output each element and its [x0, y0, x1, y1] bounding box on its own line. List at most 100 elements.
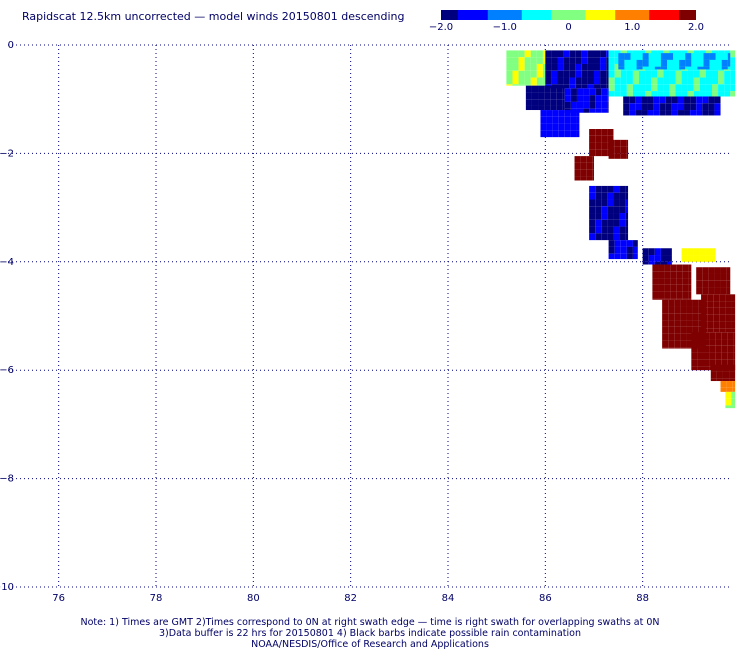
heatmap-cell	[583, 108, 590, 113]
heatmap-cell	[623, 103, 630, 111]
heatmap-cell	[675, 70, 682, 78]
colorbar-segment	[475, 10, 480, 20]
heatmap-cell	[606, 50, 609, 58]
heatmap-cell	[648, 248, 655, 256]
heatmap-cell	[608, 50, 615, 58]
heatmap-cell	[592, 156, 594, 163]
heatmap-cell	[595, 233, 602, 241]
heatmap-cell	[608, 63, 615, 71]
heatmap-cell	[731, 294, 736, 302]
heatmap-cell	[601, 135, 608, 143]
heatmap-cells	[506, 50, 736, 409]
heatmap-cell	[708, 280, 715, 288]
heatmap-cell	[525, 92, 532, 100]
heatmap-cell	[564, 110, 571, 117]
heatmap-cell	[663, 91, 670, 97]
heatmap-cell	[733, 345, 736, 353]
heatmap-cell	[720, 287, 727, 295]
heatmap-cell	[707, 294, 714, 302]
heatmap-cell	[608, 91, 615, 97]
heatmap-cell	[727, 59, 731, 67]
heatmap-cell	[551, 77, 558, 85]
heatmap-cell	[665, 96, 672, 104]
heatmap-cell	[709, 66, 716, 70]
heatmap-cell	[608, 246, 615, 254]
heatmap-cell	[536, 70, 543, 78]
heatmap-cell	[664, 264, 671, 272]
heatmap-cell	[708, 274, 715, 281]
heatmap-cell	[594, 50, 601, 58]
heatmap-cell	[614, 50, 621, 58]
heatmap-cell	[524, 70, 531, 78]
heatmap-cell	[702, 274, 709, 281]
heatmap-cell	[581, 77, 588, 85]
heatmap-cell	[624, 66, 631, 70]
heatmap-cell	[531, 92, 539, 100]
x-tick-label: 88	[636, 593, 649, 604]
heatmap-cell	[652, 284, 659, 292]
heatmap-cell	[703, 59, 710, 67]
heatmap-cell	[550, 99, 557, 106]
heatmap-cell	[551, 70, 558, 78]
heatmap-cell	[556, 105, 563, 111]
heatmap-cell	[727, 339, 734, 346]
heatmap-cell	[620, 70, 627, 78]
heatmap-cell	[635, 96, 642, 104]
heatmap-cell	[525, 85, 532, 93]
heatmap-cell	[709, 359, 716, 367]
x-tick-label: 78	[150, 593, 163, 604]
heatmap-cell	[575, 70, 582, 78]
heatmap-cell	[581, 70, 588, 78]
heatmap-cell	[674, 340, 681, 348]
heatmap-cell	[524, 84, 531, 86]
heatmap-cell	[552, 123, 559, 131]
colorbar-tick-label: 1.0	[624, 22, 641, 33]
heatmap-cell	[580, 162, 587, 170]
heatmap-cell	[722, 364, 730, 372]
heatmap-cell	[601, 185, 608, 193]
heatmap-cell	[512, 57, 519, 64]
heatmap-cell	[576, 95, 584, 102]
heatmap-cell	[642, 59, 649, 67]
heatmap-cell	[506, 50, 513, 58]
heatmap-cell	[557, 77, 564, 85]
heatmap-cell	[538, 85, 545, 93]
heatmap-cell	[601, 101, 608, 109]
heatmap-cell	[540, 110, 547, 117]
colorbar-tick-label: −2.0	[428, 22, 454, 33]
heatmap-cell	[625, 185, 629, 193]
y-tick-label: 0	[8, 40, 14, 51]
colorbar-segment	[645, 10, 650, 20]
heatmap-cell	[657, 70, 664, 78]
heatmap-cell	[721, 332, 728, 340]
heatmap-cell	[696, 280, 703, 288]
heatmap-cell	[570, 116, 577, 124]
heatmap-cell	[714, 287, 721, 295]
heatmap-cell	[580, 156, 587, 163]
heatmap-cell	[708, 110, 715, 116]
y-tick-label: −8	[0, 474, 14, 485]
colorbar-segment	[577, 10, 582, 20]
heatmap-cell	[654, 261, 661, 265]
heatmap-cell	[731, 328, 736, 333]
heatmap-cell	[715, 66, 722, 70]
heatmap-cell	[681, 77, 688, 85]
heatmap-cell	[600, 50, 607, 58]
heatmap-cell	[531, 105, 539, 111]
heatmap-cell	[613, 199, 620, 207]
heatmap-cell	[674, 326, 681, 334]
colorbar-segment	[679, 10, 684, 20]
heatmap-cell	[595, 199, 602, 207]
heatmap-cell	[701, 301, 708, 308]
heatmap-cell	[686, 326, 693, 334]
heatmap-cell	[660, 261, 667, 265]
colorbar-segment	[479, 10, 484, 20]
heatmap-cell	[701, 307, 708, 315]
heatmap-cell	[620, 146, 627, 154]
heatmap-cell	[595, 108, 602, 113]
heatmap-cell	[691, 352, 698, 360]
heatmap-cell	[595, 219, 602, 227]
heatmap-cell	[607, 88, 609, 96]
heatmap-cell	[671, 96, 678, 104]
heatmap-cell	[727, 66, 731, 70]
